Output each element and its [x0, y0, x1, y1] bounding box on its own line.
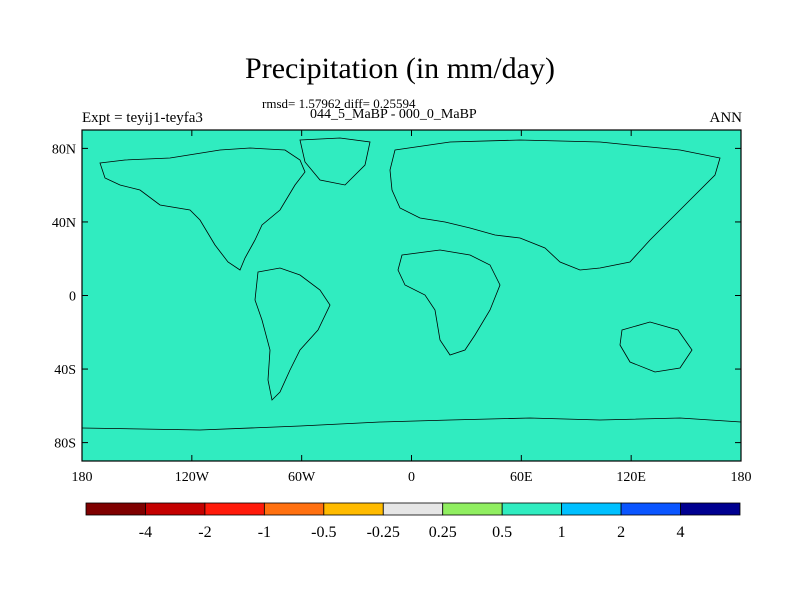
- lon-axis: 180 120W 60W 0 60E 120E 180: [72, 130, 752, 485]
- colorbar-swatch: [680, 502, 741, 516]
- precip-field: [82, 130, 741, 461]
- colorbar-swatch: [620, 502, 681, 516]
- greenland-coast: [299, 137, 371, 186]
- colorbar-swatch: [204, 502, 265, 516]
- africa-coast: [397, 249, 501, 356]
- colorbar-swatch: [382, 502, 444, 516]
- south-america-coast: [254, 267, 331, 401]
- colorbar-label: -2: [198, 524, 211, 541]
- lon-tick-label: 120W: [175, 470, 210, 485]
- colorbar-swatch: [85, 502, 146, 516]
- colorbar-swatch: [442, 502, 503, 516]
- lat-tick-label: 80S: [54, 437, 76, 452]
- lon-tick-label: 60E: [510, 470, 533, 485]
- lon-tick-label: 60W: [288, 470, 316, 485]
- stats-label: rmsd= 1.57962 diff= 0.25594: [262, 96, 416, 111]
- lon-tick-label: 180: [72, 470, 93, 485]
- colorbar-label: -0.25: [367, 524, 400, 541]
- season-label: ANN: [709, 110, 743, 126]
- field-background: [82, 130, 741, 461]
- lon-tick-label: 0: [408, 470, 415, 485]
- lon-tick-label: 120E: [616, 470, 646, 485]
- colorbar-label: 1: [558, 524, 566, 541]
- lat-tick-label: 40S: [54, 363, 76, 378]
- colorbar-swatch: [145, 502, 206, 516]
- colorbar-swatch: [323, 502, 384, 516]
- colorbar-swatch: [263, 502, 325, 516]
- colorbar-label: 0.25: [429, 524, 457, 541]
- colorbar: -4 -2 -1 -0.5 -0.25 0.25 0.5 1 2 4: [85, 502, 741, 541]
- colorbar-label: 0.5: [492, 524, 512, 541]
- colorbar-label: -4: [139, 524, 152, 541]
- plot-title: Precipitation (in mm/day): [245, 52, 555, 85]
- colorbar-swatch: [561, 502, 622, 516]
- expt-label: Expt = teyij1-teyfa3: [82, 110, 203, 126]
- lat-tick-label: 0: [69, 290, 76, 305]
- lat-axis: 80N 40N 0 40S 80S: [52, 142, 741, 452]
- coastlines: [82, 137, 741, 431]
- antarctica-coast: [82, 417, 741, 431]
- north-america-coast: [99, 147, 306, 271]
- lat-tick-label: 40N: [52, 216, 76, 231]
- lat-tick-label: 80N: [52, 142, 76, 157]
- colorbar-label: -0.5: [311, 524, 336, 541]
- australia-coast: [619, 321, 693, 373]
- colorbar-swatch: [501, 502, 563, 516]
- eurasia-coast: [389, 139, 721, 271]
- colorbar-label: 2: [617, 524, 625, 541]
- colorbar-label: 4: [677, 524, 685, 541]
- case-label: 044_5_MaBP - 000_0_MaBP: [310, 107, 477, 122]
- lon-tick-label: 180: [731, 470, 752, 485]
- colorbar-label: -1: [258, 524, 271, 541]
